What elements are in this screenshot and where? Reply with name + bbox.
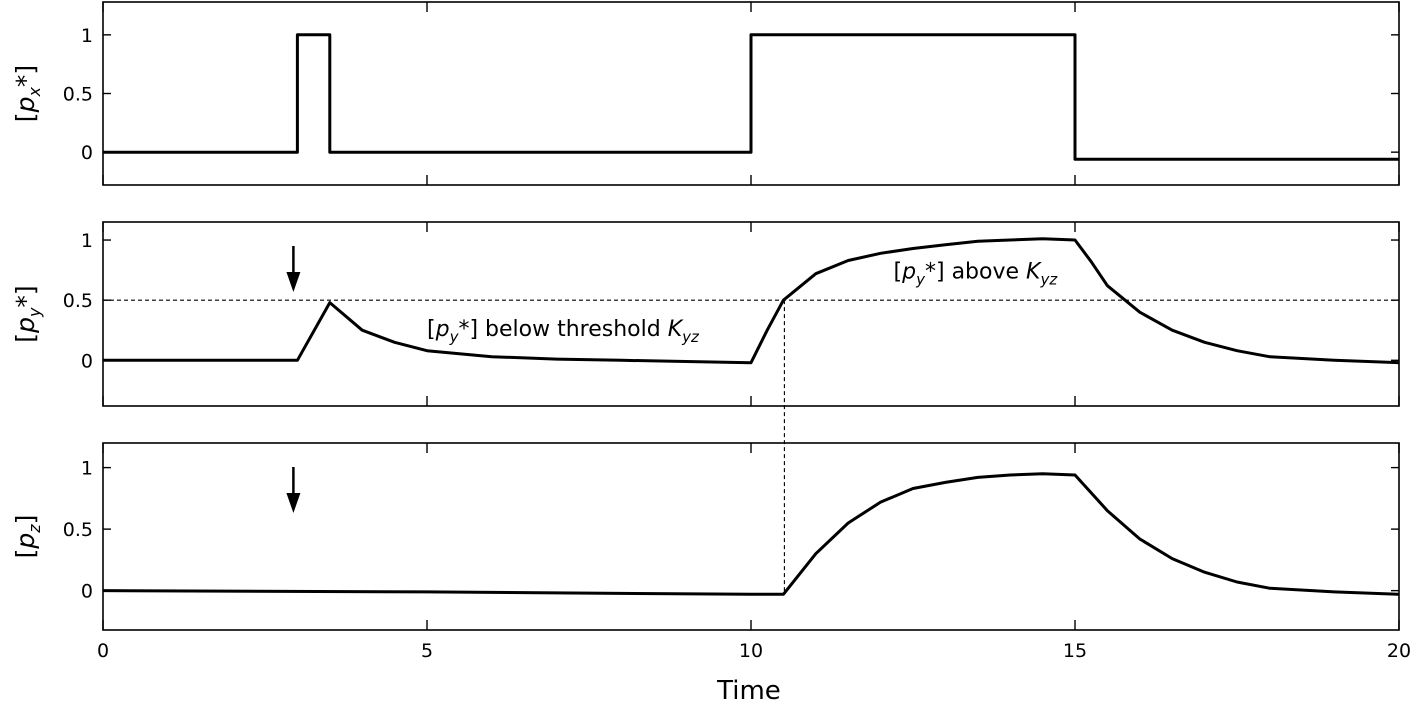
xtick-label: 0 (97, 640, 109, 662)
xtick-label: 15 (1063, 640, 1087, 662)
panel-px-ytick-label: 0 (81, 142, 93, 164)
panel-py-frame (102, 221, 1400, 407)
xtick-label: 20 (1387, 640, 1411, 662)
panel-px-ytick-label: 1 (81, 25, 93, 47)
annotation-0: [py*] below threshold Kyz (427, 317, 700, 346)
panel-px-ylabel: [px*] (11, 65, 44, 122)
xtick-label: 5 (421, 640, 433, 662)
series-line-py (103, 237, 1400, 365)
panel-py-ylabel: [py*] (11, 285, 44, 342)
xtick-label: 10 (739, 640, 763, 662)
panel-pz-frame (102, 442, 1400, 631)
arrow-head-icon (286, 493, 301, 513)
series-line-px (103, 33, 1399, 161)
panel-px-ytick-label: 0.5 (63, 84, 93, 106)
panel-py-ytick-label: 0 (81, 350, 93, 372)
annotation-1: [py*] above Kyz (894, 260, 1059, 289)
arrow-head-icon (286, 272, 301, 292)
series-line-pz (102, 472, 1400, 596)
panel-pz-ytick-label: 0 (81, 581, 93, 603)
x-axis-label: Time (716, 676, 781, 706)
panel-py-ytick-label: 0.5 (63, 290, 93, 312)
panel-pz-ytick-label: 0.5 (63, 519, 93, 541)
panel-pz-ylabel: [pz] (11, 515, 44, 559)
panel-pz-ytick-label: 1 (81, 458, 93, 480)
panel-py-ytick-label: 1 (81, 230, 93, 252)
